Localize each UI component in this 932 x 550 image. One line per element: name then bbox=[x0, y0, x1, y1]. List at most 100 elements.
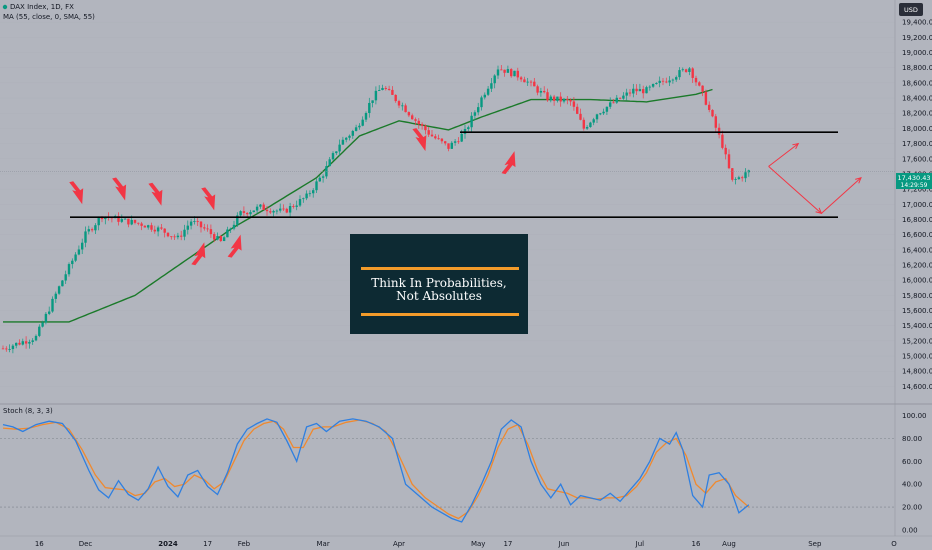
candle-body bbox=[262, 204, 265, 210]
candle-body bbox=[447, 143, 450, 149]
candle-body bbox=[513, 70, 516, 77]
candle-body bbox=[41, 322, 44, 327]
candle-body bbox=[721, 134, 724, 148]
candle-body bbox=[576, 106, 579, 114]
candle-body bbox=[48, 311, 51, 314]
down-arrow-icon bbox=[201, 187, 216, 211]
candle-body bbox=[265, 209, 269, 212]
candle-body bbox=[1, 348, 5, 350]
candle-body bbox=[364, 113, 368, 120]
candle-body bbox=[341, 139, 345, 145]
candle-body bbox=[625, 92, 628, 96]
candle-body bbox=[378, 89, 381, 91]
candle-body bbox=[430, 134, 434, 137]
candle-body bbox=[302, 198, 305, 200]
candle-body bbox=[437, 138, 440, 140]
candle-body bbox=[127, 218, 130, 225]
candle-body bbox=[321, 176, 325, 178]
candle-body bbox=[453, 141, 457, 143]
candle-body bbox=[176, 235, 180, 238]
up-arrow-icon bbox=[227, 234, 242, 258]
candle-body bbox=[717, 127, 721, 135]
candle-body bbox=[61, 280, 64, 287]
price-tick-label: 16,600.00 bbox=[902, 231, 932, 239]
stoch-tick-label: 80.00 bbox=[902, 435, 922, 443]
candle-body bbox=[609, 102, 612, 107]
candle-body bbox=[592, 119, 595, 123]
projection-arrowhead-icon bbox=[855, 176, 862, 184]
candle-body bbox=[374, 90, 378, 101]
candle-body bbox=[477, 107, 480, 113]
candle-body bbox=[57, 286, 61, 294]
price-tick-label: 15,400.00 bbox=[902, 322, 932, 330]
stoch-tick-label: 0.00 bbox=[902, 527, 918, 535]
candle-body bbox=[612, 102, 615, 104]
candle-body bbox=[150, 225, 153, 230]
projection-line bbox=[821, 177, 862, 214]
candle-body bbox=[506, 69, 510, 73]
candle-body bbox=[483, 94, 486, 98]
currency-label[interactable]: USD bbox=[904, 6, 918, 14]
candle-body bbox=[701, 85, 704, 92]
stoch-k-line bbox=[2, 418, 750, 523]
candle-body bbox=[480, 97, 483, 108]
price-tag-box bbox=[896, 173, 932, 189]
time-tick-label: Apr bbox=[393, 540, 405, 548]
currency-button-box[interactable] bbox=[899, 3, 923, 16]
candle-body bbox=[186, 225, 189, 230]
candle-body bbox=[140, 223, 143, 226]
candle-body bbox=[579, 113, 582, 120]
stoch-axis[interactable]: 100.00 80.00 60.00 40.00 20.00 0.00 bbox=[902, 412, 927, 535]
price-axis[interactable]: 19,400.00 19,200.00 19,000.00 18,800.00 18,6… bbox=[902, 19, 932, 391]
price-tick-label: 15,800.00 bbox=[902, 292, 932, 300]
candle-body bbox=[440, 138, 444, 142]
price-tick-label: 14,800.00 bbox=[902, 368, 932, 376]
candle-body bbox=[180, 235, 183, 237]
price-tag: 17,430.43 14:29:59 bbox=[896, 173, 932, 189]
candle-body bbox=[602, 111, 605, 114]
candle-body bbox=[417, 120, 420, 125]
candle-body bbox=[170, 236, 173, 238]
candle-body bbox=[678, 70, 681, 78]
ma-legend[interactable]: MA (55, close, 0, SMA, 55) bbox=[3, 13, 95, 21]
banner-line-1: Think In Probabilities, bbox=[371, 276, 506, 290]
candle-body bbox=[123, 218, 127, 220]
symbol-title[interactable]: DAX Index, 1D, FX bbox=[10, 3, 74, 11]
price-tick-label: 15,000.00 bbox=[902, 353, 932, 361]
candle-body bbox=[312, 190, 315, 194]
candle-body bbox=[166, 232, 170, 237]
price-tick-label: 16,800.00 bbox=[902, 216, 932, 224]
price-tick-label: 18,200.00 bbox=[902, 110, 932, 118]
candle-body bbox=[681, 69, 684, 71]
time-tick-label: 17 bbox=[203, 540, 212, 548]
banner-line-2: Not Absolutes bbox=[396, 289, 482, 303]
candle-body bbox=[407, 112, 411, 116]
arrow-annotations bbox=[69, 128, 862, 266]
stoch-legend[interactable]: Stoch (8, 3, 3) bbox=[3, 407, 53, 415]
time-axis[interactable]: 16 Dec 2024 17 Feb Mar Apr May 17 Jun Jul 16 Aug Sep O bbox=[35, 540, 897, 548]
stoch-tick-label: 60.00 bbox=[902, 458, 922, 466]
candle-body bbox=[51, 298, 54, 312]
price-tick-label: 15,600.00 bbox=[902, 307, 932, 315]
candle-body bbox=[516, 70, 519, 78]
price-tick-label: 14,600.00 bbox=[902, 383, 932, 391]
candle-body bbox=[249, 212, 252, 215]
candle-body bbox=[38, 326, 41, 336]
stoch-tick-label: 40.00 bbox=[902, 481, 922, 489]
candle-body bbox=[196, 220, 199, 222]
candle-body bbox=[496, 69, 500, 76]
candle-body bbox=[133, 219, 137, 223]
candle-body bbox=[5, 348, 8, 350]
candle-body bbox=[94, 225, 97, 231]
stoch-tick-label: 100.00 bbox=[902, 412, 927, 420]
candle-body bbox=[414, 119, 417, 121]
candle-body bbox=[708, 104, 711, 110]
candle-body bbox=[252, 210, 255, 213]
currency-button[interactable]: USD bbox=[899, 3, 923, 16]
candle-body bbox=[279, 208, 282, 211]
candle-body bbox=[358, 125, 361, 128]
candle-body bbox=[199, 221, 203, 228]
candle-body bbox=[183, 229, 186, 237]
projection-arrowhead-icon bbox=[792, 142, 800, 150]
